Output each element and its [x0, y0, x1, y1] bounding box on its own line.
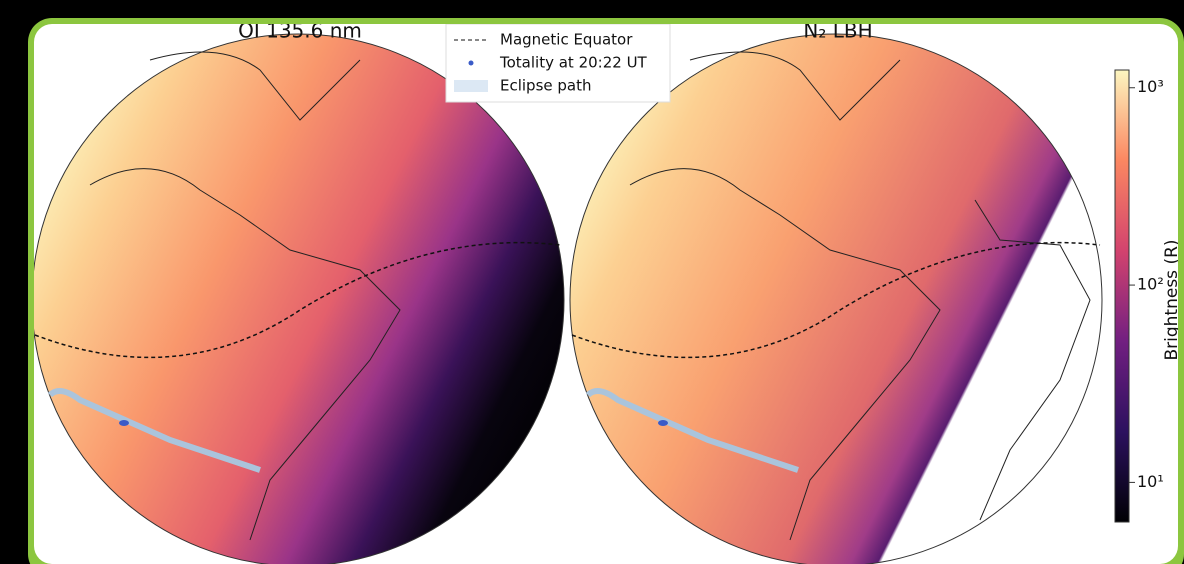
- totality-point: [658, 420, 668, 426]
- coastlines: [89, 51, 1091, 541]
- colorbar-tick-label: 10²: [1137, 275, 1164, 294]
- legend-swatch: [468, 60, 474, 66]
- legend-label: Eclipse path: [500, 77, 592, 95]
- legend-label: Magnetic Equator: [500, 31, 633, 49]
- legend: Magnetic Equator Totality at 20:22 UT Ec…: [445, 24, 671, 103]
- colorbar-tick-label: 10³: [1137, 77, 1164, 96]
- colorbar: [1114, 69, 1130, 523]
- colorbar-ticks: 10¹ 10² 10³: [1129, 77, 1164, 491]
- globe-left: [34, 33, 565, 564]
- eclipse-path: [585, 388, 799, 473]
- panel-title: N₂ LBH: [803, 19, 872, 43]
- eclipse-path: [47, 388, 261, 473]
- panel-title: OI 135.6 nm: [238, 19, 362, 43]
- totality-point: [119, 420, 129, 426]
- globe-right: [569, 33, 1103, 564]
- colorbar-tick-label: 10¹: [1137, 472, 1164, 491]
- magnetic-equator: [34, 241, 561, 359]
- colorbar-label: Brightness (R): [1162, 239, 1182, 360]
- legend-label: Totality at 20:22 UT: [499, 54, 648, 72]
- legend-swatch: [454, 80, 488, 92]
- magnetic-equator: [571, 241, 1101, 359]
